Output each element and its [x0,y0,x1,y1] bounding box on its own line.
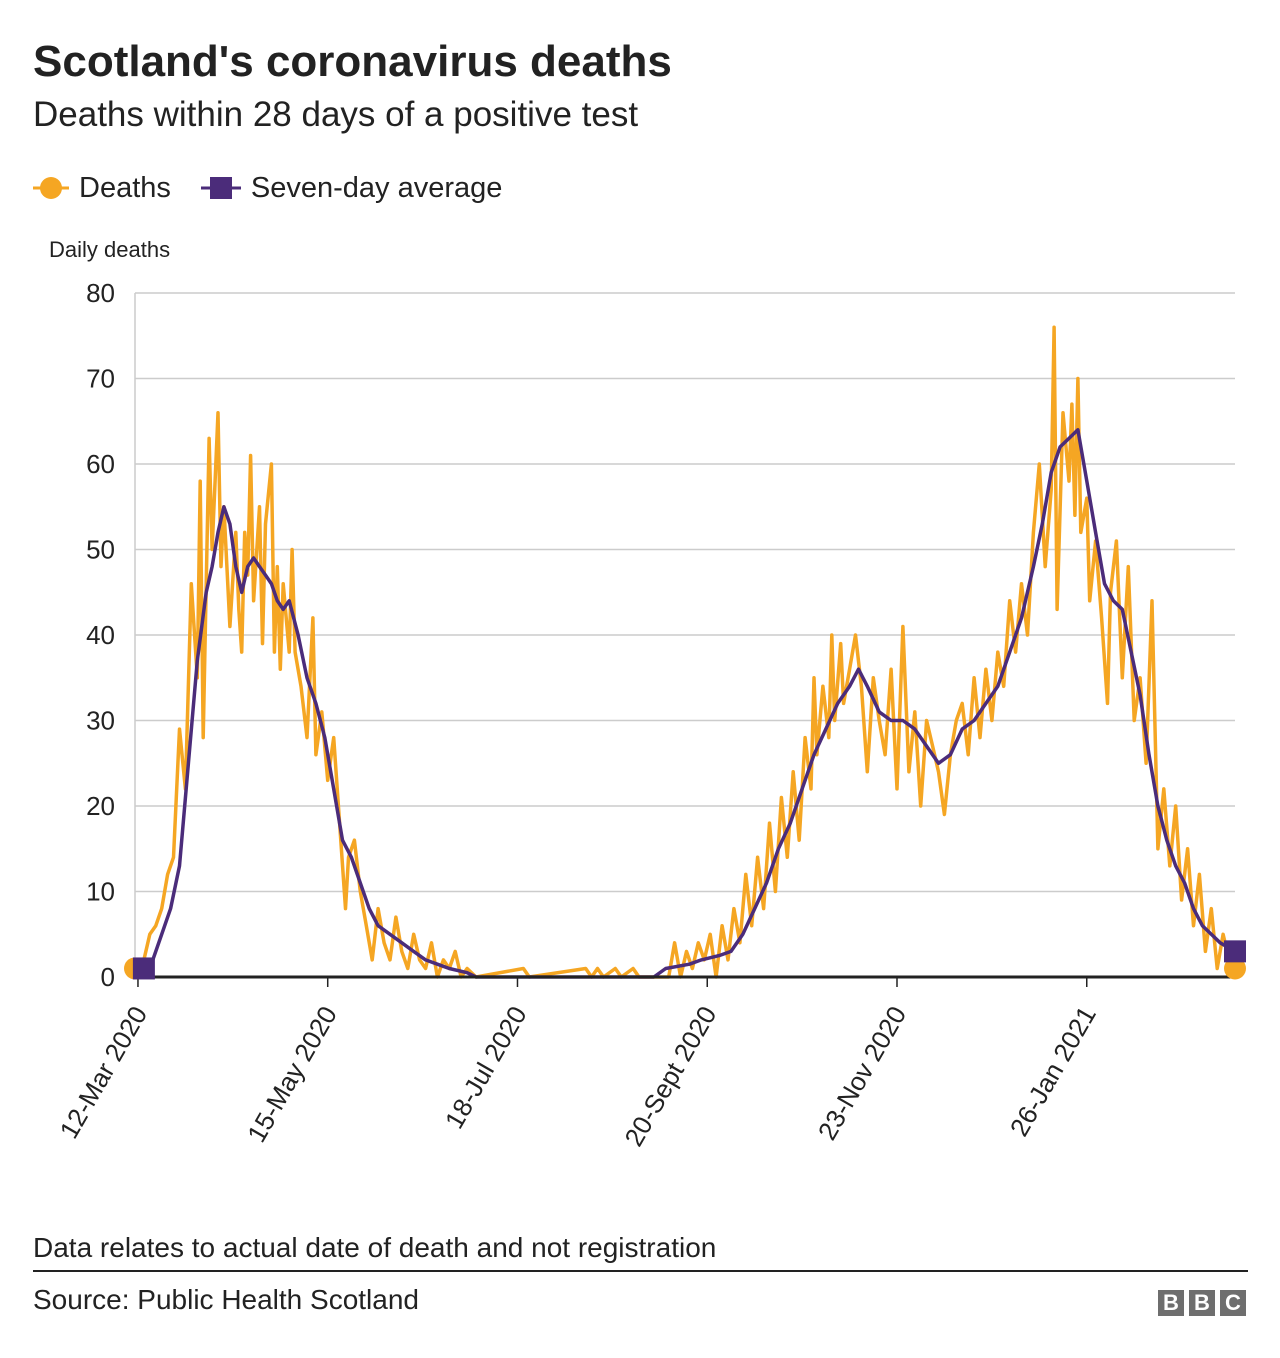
average-start-marker [132,957,155,980]
y-tick-label: 40 [86,620,115,650]
footer-divider [33,1270,1248,1272]
y-tick-label: 0 [101,962,115,992]
end-markers [124,940,1246,980]
y-axis-label: Daily deaths [49,237,170,262]
y-axis-ticks: 0 10 20 30 40 50 60 70 80 [86,278,115,992]
x-tick-label: 26-Jan 2021 [1004,1001,1102,1141]
bbc-logo-letter: C [1220,1290,1246,1316]
y-tick-label: 20 [86,791,115,821]
x-tick-label: 15-May 2020 [241,1001,343,1147]
legend: Deaths Seven-day average [33,168,532,208]
legend-label-average: Seven-day average [250,171,503,204]
average-end-marker [1224,940,1246,963]
legend-item-average: Seven-day average [200,171,503,205]
y-tick-label: 50 [86,535,115,565]
chart-footnote: Data relates to actual date of death and… [33,1232,717,1263]
average-series-line [142,428,1236,979]
deaths-series-line [133,325,1237,979]
y-tick-label: 60 [86,449,115,479]
x-tick-label: 12-Mar 2020 [53,1001,153,1144]
bbc-logo-letter: B [1189,1290,1215,1316]
bbc-logo-letter: B [1158,1290,1184,1316]
square-marker-icon [200,177,241,199]
bbc-logo: B B C [1158,1290,1246,1316]
legend-item-deaths: Deaths [33,172,171,205]
line-chart: 0 10 20 30 40 50 60 70 80 Daily deaths 12-Mar 20… [49,237,1246,1151]
y-tick-label: 30 [86,706,115,736]
x-tick-label: 18-Jul 2020 [439,1001,533,1134]
chart-source: Source: Public Health Scotland [33,1284,419,1315]
y-tick-label: 10 [86,877,115,907]
x-tick-label: 23-Nov 2020 [812,1001,912,1145]
y-tick-label: 80 [86,278,115,308]
series-lines [133,325,1237,979]
y-tick-label: 70 [86,364,115,394]
chart-subtitle: Deaths within 28 days of a positive test [33,95,639,134]
grid-lines [134,292,1235,977]
x-axis-ticks: 12-Mar 2020 15-May 2020 18-Jul 2020 20-Sept… [53,977,1102,1151]
x-tick-label: 20-Sept 2020 [618,1001,722,1151]
deaths-end-marker [1224,957,1246,980]
chart-title: Scotland's coronavirus deaths [33,37,672,86]
circle-marker-icon [33,177,69,199]
legend-label-deaths: Deaths [79,171,171,204]
